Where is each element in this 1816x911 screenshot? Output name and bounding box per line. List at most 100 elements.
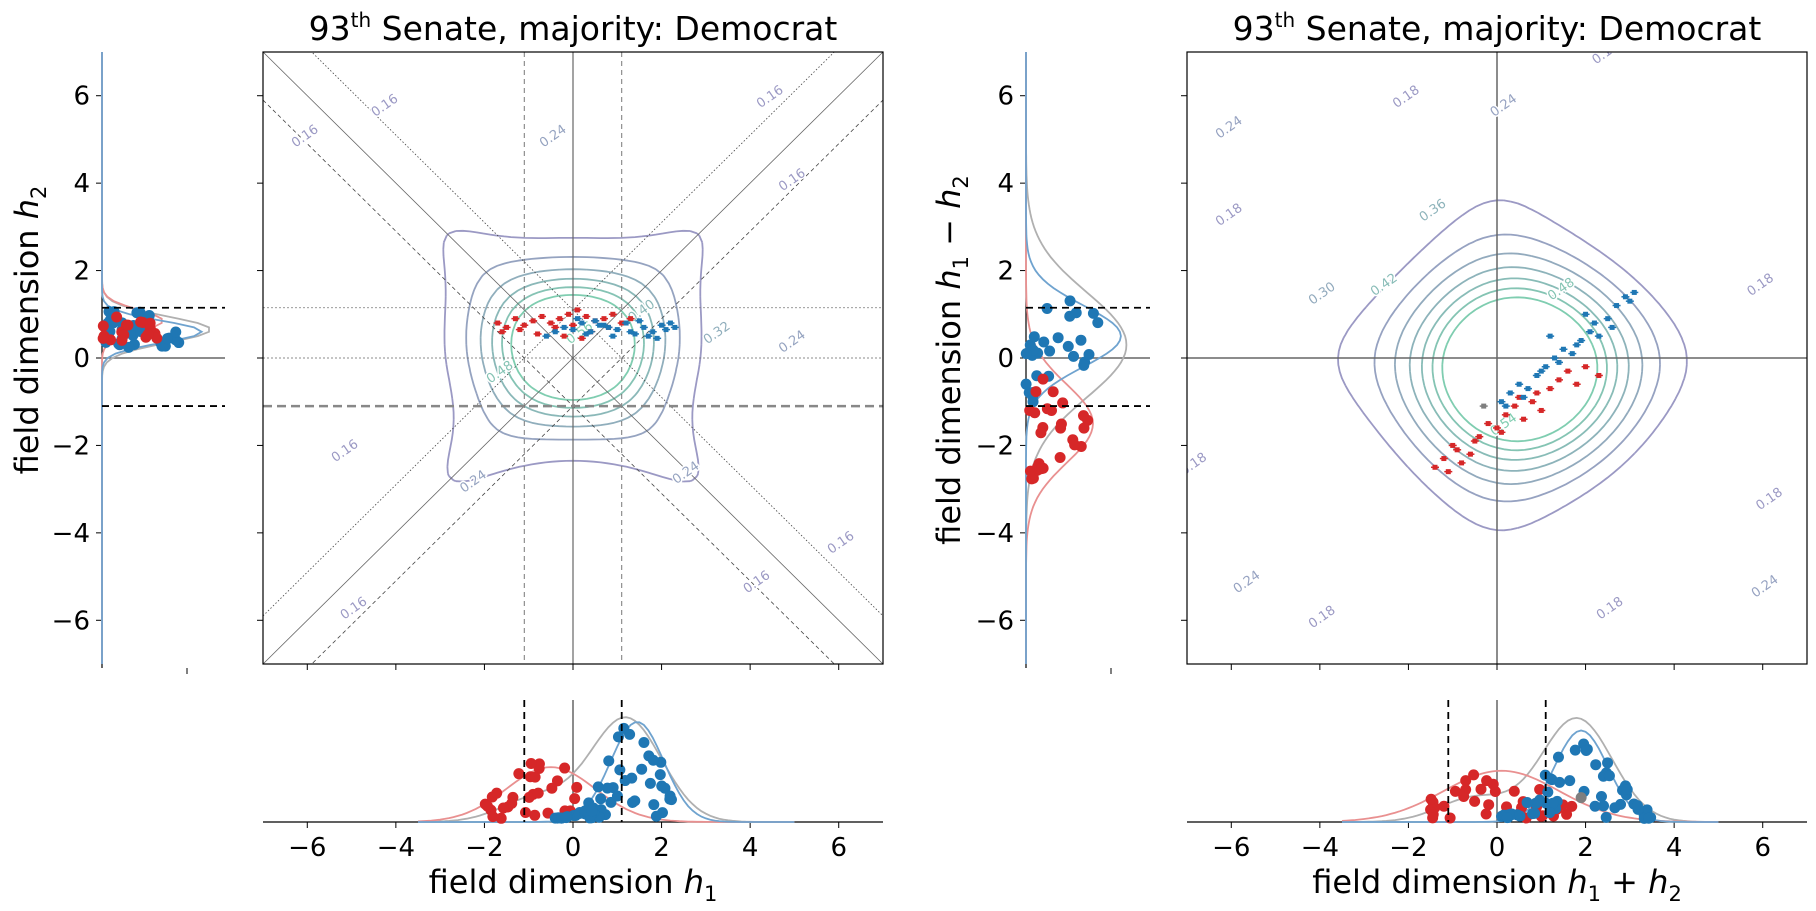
marginal-point [1501,812,1513,824]
marginal-point [1609,802,1621,814]
scatter-point [1507,390,1513,396]
scatter-point [1525,386,1531,392]
scatter-point [1521,394,1527,400]
contour-label: 0.18 [1178,450,1210,479]
contour-line [1408,266,1630,472]
scatter-point [570,322,576,328]
scatter-point [499,329,505,335]
scatter-point [597,322,603,328]
bottom-x-tick-label: −2 [1389,833,1427,863]
scatter-point [566,311,572,317]
marginal-point [1561,808,1573,820]
side-y-tick-label: −6 [976,606,1014,636]
contour-label: 0.24 [457,467,489,496]
contour-line [1421,277,1619,461]
scatter-point [552,324,558,330]
marginal-point [1542,786,1554,798]
scatter-point [1498,399,1504,405]
marginal-point [629,795,641,807]
marginal-point [1070,307,1082,319]
marginal-point [618,722,630,734]
marginal-point [1529,797,1541,809]
scatter-point [1565,368,1571,374]
marginal-point [1038,336,1050,348]
marginal-point [1508,785,1520,797]
marginal-point [1602,757,1614,769]
bottom-x-tick-label: 0 [1489,833,1506,863]
contour-line [442,229,704,483]
bottom-x-tick-label: −4 [1301,833,1339,863]
left-y-axis-label: field dimension h2 [8,186,51,475]
marginal-point [614,764,626,776]
contour-label: 0.18 [1390,83,1422,112]
marginal-point [513,768,525,780]
scatter-point [561,333,567,339]
contour-label: 0.24 [776,328,808,357]
marginal-point [603,755,615,767]
scatter-point [1622,294,1628,300]
contour-label: 0.18 [1306,603,1338,632]
bottom-x-tick-label: 6 [830,833,847,863]
contour-label: 0.16 [289,122,321,151]
marginal-point [571,781,583,793]
scatter-point [521,322,527,328]
contour-label: 0.24 [1213,113,1245,142]
marginal-point [116,334,128,346]
scatter-point [1529,399,1535,405]
scatter-point [588,329,594,335]
marginal-point [1589,800,1601,812]
marginal-point [161,333,173,345]
right-main-contour-plot: 0.180.18 0.240.240.18 0.360.30 0.42 0.48 0.18… [1178,51,1808,670]
marginal-point [1460,775,1472,787]
bottom-x-tick-label: 2 [653,833,670,863]
scatter-point [1578,338,1584,344]
scatter-point [628,316,634,322]
marginal-point [1631,800,1643,812]
scatter-point [1591,320,1597,326]
scatter-point [570,327,576,333]
scatter-point [512,316,518,322]
marginal-point [506,797,518,809]
marginal-point [170,326,182,338]
scatter-point [583,313,589,319]
marginal-point [1595,791,1607,803]
marginal-point [1029,407,1041,419]
marginal-point [592,781,604,793]
marginal-point [525,758,537,770]
scatter-point [1503,403,1509,409]
marginal-point [650,810,662,822]
side-y-tick-label: −4 [52,519,90,549]
scatter-point [495,320,501,326]
contour-label: 0.36 [1417,196,1449,225]
scatter-point [1503,412,1509,418]
scatter-point [667,320,673,326]
marginal-point [170,334,182,346]
scatter-point [1556,359,1562,365]
marginal-point [601,782,613,794]
scatter-point [579,320,585,326]
marginal-point [122,319,134,331]
scatter-point [605,324,611,330]
scatter-point [1583,311,1589,317]
marginal-point [1580,744,1592,756]
marginal-point [1041,303,1053,315]
scatter-point [641,324,647,330]
right-title: 93th Senate, majority: Democrat [1233,8,1762,48]
marginal-point [1047,386,1059,398]
marginal-point [1564,775,1576,787]
scatter-point [1556,377,1562,383]
scatter-point [517,327,523,333]
marginal-point [1030,386,1042,398]
side-y-tick-label: 2 [73,257,90,287]
marginal-point [1078,359,1090,371]
contour-label: 0.16 [776,166,808,195]
contour-label: 0.16 [369,92,401,121]
marginal-point [529,771,541,783]
marginal-point [1481,775,1493,787]
contour-label: 0.24 [537,122,569,151]
scatter-point [1432,464,1438,470]
contour-label: 0.16 [338,594,370,623]
marginal-point [647,754,659,766]
contour-line [1373,233,1661,503]
scatter-point [1454,447,1460,453]
